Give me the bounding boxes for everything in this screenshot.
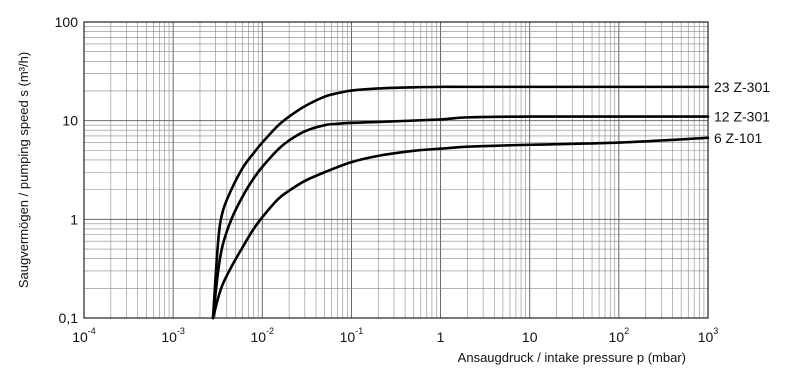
series-line-2 <box>211 136 710 320</box>
x-tick-label: 103 <box>698 326 719 345</box>
x-tick-label: 10-2 <box>250 326 274 345</box>
y-tick-label: 10 <box>62 113 78 129</box>
y-tick-label: 1 <box>70 211 78 227</box>
series-label-0: 23 Z-301 <box>714 79 770 95</box>
x-axis-title: Ansaugdruck / intake pressure p (mbar) <box>458 350 686 365</box>
x-axis-ticks: 10-4 10-3 10-2 10-1 1 10 102 103 <box>72 326 718 345</box>
x-tick-label: 1 <box>437 329 445 345</box>
series-line-1 <box>211 115 710 320</box>
series-line-0 <box>211 85 710 320</box>
y-tick-label: 100 <box>55 14 79 30</box>
y-axis-ticks: 0,1 1 10 100 <box>55 14 79 326</box>
y-axis-title: Saugvermögen / pumping speed s (m³/h) <box>16 52 31 288</box>
x-tick-label: 10-3 <box>161 326 185 345</box>
curves <box>211 85 710 320</box>
y-tick-label: 0,1 <box>59 310 79 326</box>
x-tick-label: 10 <box>522 329 538 345</box>
series-label-1: 12 Z-301 <box>714 109 770 125</box>
grid <box>83 22 708 319</box>
x-tick-label: 10-1 <box>340 326 364 345</box>
x-tick-label: 10-4 <box>72 326 96 345</box>
plot-frame <box>83 21 709 319</box>
series-labels: 23 Z-301 12 Z-301 6 Z-101 <box>714 79 770 146</box>
series-label-2: 6 Z-101 <box>714 130 762 146</box>
x-tick-label: 102 <box>609 326 630 345</box>
